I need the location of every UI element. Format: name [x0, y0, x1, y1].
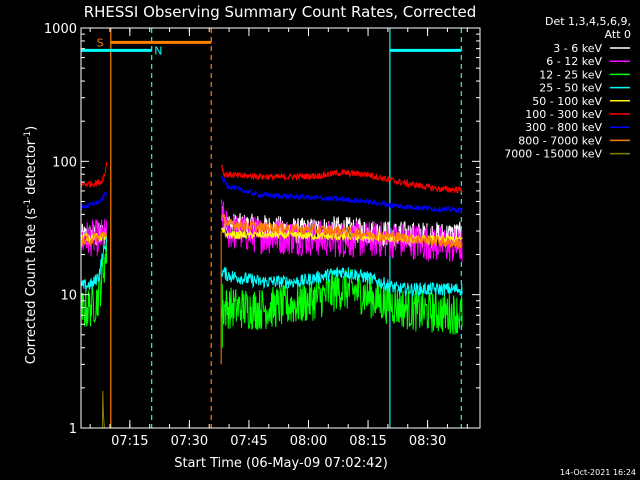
x-tick-label-5: 08:30	[409, 434, 446, 449]
series-4-trace-pre	[80, 233, 107, 243]
x-tick-label-2: 07:45	[230, 434, 267, 449]
x-tick-label-3: 08:00	[290, 434, 327, 449]
series-3	[80, 237, 463, 298]
y-axis-label-sup1: -1	[23, 199, 33, 208]
series-8	[101, 390, 105, 429]
y-axis-label-sup2: -1	[23, 131, 33, 140]
legend-label-7: 800 - 7000 keV	[518, 134, 602, 147]
legend-header: Det 1,3,4,5,6,9,	[545, 15, 631, 28]
series-7-trace-pre	[80, 231, 108, 248]
series-6-trace-pre	[80, 191, 108, 210]
axes: 1 10 100 1000 07:15 07:30 07:45 08:00 08:15 08:30	[44, 22, 481, 449]
y-axis-label-mid: detector	[24, 139, 39, 199]
x-tick-label-4: 08:15	[349, 434, 386, 449]
legend-label-0: 3 - 6 keV	[553, 42, 602, 55]
series-5	[80, 161, 463, 194]
legend-label-6: 300 - 800 keV	[525, 121, 602, 134]
y-axis-label: Corrected Count Rate (s-1 detector-1)	[23, 126, 39, 364]
series-5-trace-pre	[80, 161, 108, 189]
series-1-trace-post	[221, 199, 463, 263]
plot-frame	[80, 27, 481, 429]
legend-label-5: 100 - 300 keV	[525, 108, 602, 121]
x-tick-label-1: 07:30	[171, 434, 208, 449]
legend-label-3: 25 - 50 keV	[539, 82, 602, 95]
y-axis-label-end: )	[24, 126, 39, 131]
state-bar-label-0: S	[97, 36, 104, 49]
series-7	[80, 213, 463, 249]
series-7-trace-post	[221, 213, 463, 249]
legend-label-8: 7000 - 15000 keV	[504, 148, 602, 161]
series-2-trace-post	[221, 269, 463, 335]
series-3-trace-pre	[80, 237, 108, 291]
series-5-trace-post	[221, 164, 463, 194]
series-2-trace-pre	[80, 234, 108, 327]
x-tick-label-0: 07:15	[111, 434, 148, 449]
y-tick-label-2: 100	[52, 155, 77, 170]
legend-header-att: Att 0	[605, 28, 631, 41]
footer-timestamp: 14-Oct-2021 16:24	[560, 468, 636, 477]
series-0-trace-pre	[80, 222, 108, 247]
series-2	[80, 234, 463, 335]
legend-label-2: 12 - 25 keV	[539, 68, 602, 81]
plot-area: SN	[80, 28, 463, 429]
legend-label-1: 6 - 12 keV	[546, 55, 602, 68]
state-bar-label-1: N	[154, 44, 162, 57]
y-tick-label-0: 1	[69, 422, 77, 437]
series-6	[80, 175, 463, 214]
y-tick-label-1: 10	[60, 289, 77, 304]
y-axis-label-main: Corrected Count Rate (s	[24, 208, 39, 365]
y-tick-label-3: 1000	[44, 22, 77, 37]
chart-title: RHESSI Observing Summary Count Rates, Co…	[84, 3, 477, 21]
series-3-trace-post	[221, 266, 463, 298]
legend-label-4: 50 - 100 keV	[532, 95, 602, 108]
series-6-trace-post	[221, 175, 463, 214]
series-8-trace-pre	[101, 390, 105, 429]
x-axis-label: Start Time (06-May-09 07:02:42)	[174, 456, 388, 471]
